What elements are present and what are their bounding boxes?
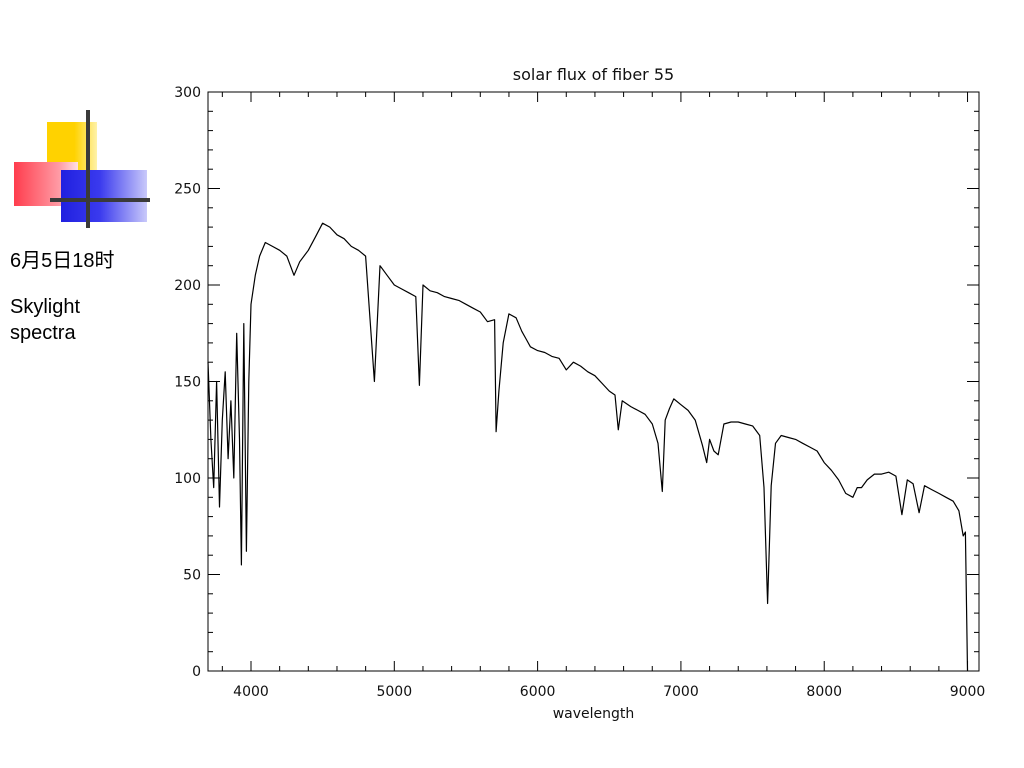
decorative-logo (0, 100, 160, 240)
y-tick-label: 150 (174, 375, 201, 391)
date-label: 6月5日18时 (10, 250, 115, 272)
caption-label: Skylight spectra (10, 296, 81, 344)
y-tick-label: 0 (192, 664, 201, 680)
x-axis-label: wavelength (553, 706, 635, 722)
spectrum-line (207, 222, 969, 672)
plot-frame (207, 91, 980, 672)
y-tick-label: 50 (183, 568, 201, 584)
axis-ticks: 4000 5000 6000 7000 8000 9000 0 50 100 150 200 250 3… (174, 85, 985, 700)
y-tick-label: 100 (174, 471, 201, 487)
y-tick-label: 300 (174, 85, 201, 101)
x-tick-label: 5000 (376, 684, 412, 700)
x-tick-label: 9000 (950, 684, 986, 700)
series-group (207, 222, 969, 672)
x-tick-label: 4000 (233, 684, 269, 700)
crosshair-vertical-bar (86, 110, 90, 228)
x-tick-label: 8000 (806, 684, 842, 700)
x-tick-label: 7000 (663, 684, 699, 700)
crosshair-horizontal-bar (50, 198, 150, 202)
y-tick-label: 250 (174, 182, 201, 198)
y-tick-label: 200 (174, 278, 201, 294)
blue-square-icon (61, 170, 147, 222)
x-tick-label: 6000 (520, 684, 556, 700)
chart-title: solar flux of fiber 55 (513, 65, 674, 84)
